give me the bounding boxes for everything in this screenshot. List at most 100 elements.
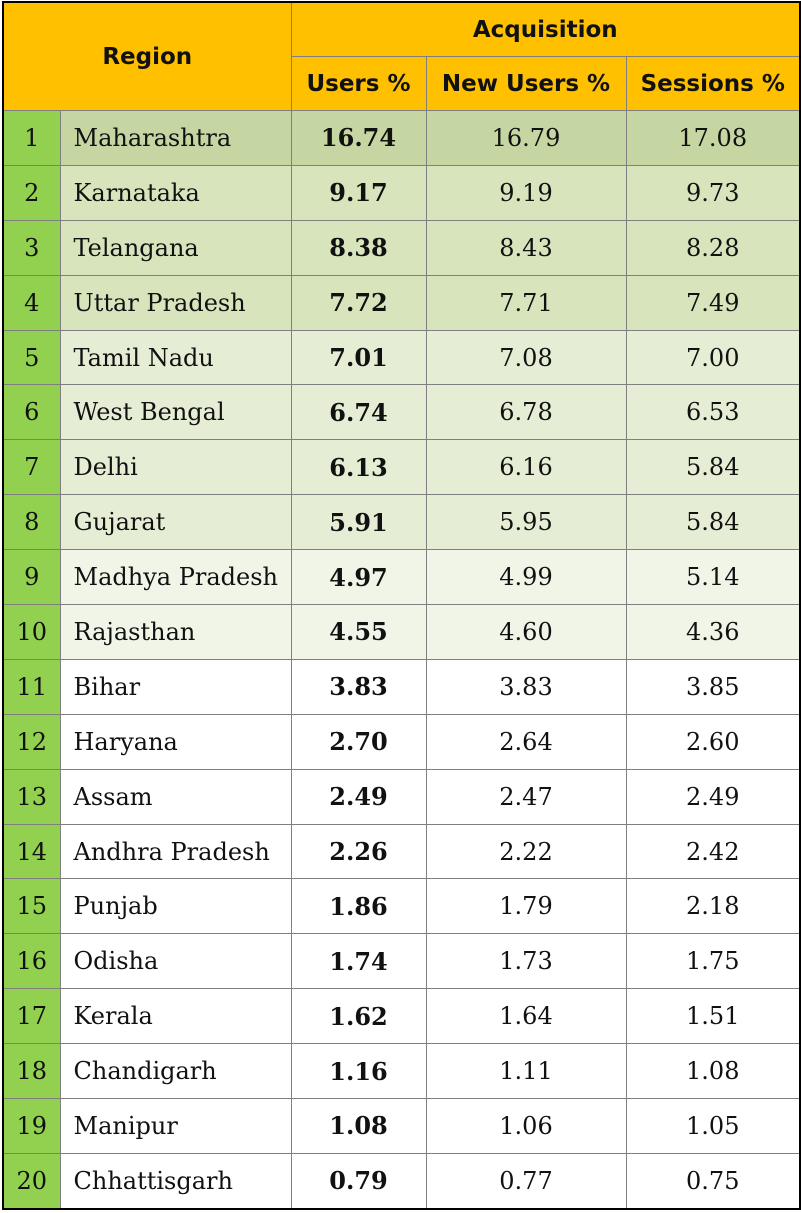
region-cell: Assam — [59, 768, 292, 825]
new-users-pct-cell: 0.77 — [425, 1152, 627, 1210]
sessions-pct-cell: 3.85 — [625, 658, 801, 715]
sessions-pct-cell: 7.49 — [625, 274, 801, 331]
new-users-pct-cell: 4.60 — [425, 604, 627, 660]
sessions-pct-cell: 0.75 — [625, 1152, 801, 1210]
region-cell: Madhya Pradesh — [59, 549, 292, 606]
new-users-pct-header: New Users % — [425, 56, 627, 111]
region-cell: Chandigarh — [59, 1043, 292, 1100]
new-users-pct-cell: 8.43 — [425, 219, 627, 276]
users-pct-cell: 7.01 — [290, 329, 427, 386]
region-cell: Manipur — [59, 1098, 292, 1154]
region-cell: Karnataka — [59, 164, 292, 221]
table-row: 20 Chhattisgarh 0.79 0.77 0.75 — [2, 1152, 801, 1210]
rank-cell: 3 — [2, 219, 61, 276]
region-cell: Delhi — [59, 439, 292, 496]
rank-cell: 8 — [2, 494, 61, 551]
users-pct-cell: 1.08 — [290, 1098, 427, 1154]
header-row-sub: Users % New Users % Sessions % — [3, 56, 801, 111]
new-users-pct-cell: 6.16 — [425, 439, 627, 496]
rank-cell: 4 — [2, 274, 61, 331]
region-cell: Chhattisgarh — [59, 1152, 292, 1210]
sessions-pct-cell: 9.73 — [625, 164, 801, 221]
rank-cell: 11 — [2, 658, 61, 715]
rank-cell: 6 — [2, 384, 61, 441]
sessions-pct-cell: 2.49 — [625, 768, 801, 825]
users-pct-cell: 9.17 — [290, 164, 427, 221]
rank-cell: 12 — [2, 713, 61, 770]
sessions-pct-cell: 5.84 — [625, 494, 801, 551]
users-pct-cell: 6.74 — [290, 384, 427, 441]
sessions-pct-cell: 7.00 — [625, 329, 801, 386]
users-pct-cell: 16.74 — [290, 110, 427, 166]
sessions-pct-cell: 2.42 — [625, 823, 801, 880]
new-users-pct-cell: 1.79 — [425, 878, 627, 935]
region-cell: Odisha — [59, 933, 292, 990]
sessions-pct-cell: 1.05 — [625, 1098, 801, 1154]
new-users-pct-cell: 1.64 — [425, 988, 627, 1045]
table-row: 4 Uttar Pradesh 7.72 7.71 7.49 — [2, 274, 801, 331]
region-cell: Kerala — [59, 988, 292, 1045]
users-pct-cell: 7.72 — [290, 274, 427, 331]
rank-cell: 5 — [2, 329, 61, 386]
region-cell: Haryana — [59, 713, 292, 770]
users-pct-cell: 0.79 — [290, 1152, 427, 1210]
table-row: 17 Kerala 1.62 1.64 1.51 — [2, 988, 801, 1045]
region-cell: Rajasthan — [59, 604, 292, 660]
new-users-pct-cell: 16.79 — [425, 110, 627, 166]
region-cell: Punjab — [59, 878, 292, 935]
region-cell: West Bengal — [59, 384, 292, 441]
table-row: 7 Delhi 6.13 6.16 5.84 — [2, 439, 801, 496]
sessions-pct-cell: 2.60 — [625, 713, 801, 770]
sessions-pct-cell: 6.53 — [625, 384, 801, 441]
table-row: 9 Madhya Pradesh 4.97 4.99 5.14 — [2, 549, 801, 606]
table-row: 5 Tamil Nadu 7.01 7.08 7.00 — [2, 329, 801, 386]
sessions-pct-cell: 8.28 — [625, 219, 801, 276]
users-pct-cell: 3.83 — [290, 658, 427, 715]
users-pct-cell: 1.74 — [290, 933, 427, 990]
table-row: 15 Punjab 1.86 1.79 2.18 — [2, 878, 801, 935]
sessions-pct-cell: 4.36 — [625, 604, 801, 660]
table-row: 18 Chandigarh 1.16 1.11 1.08 — [2, 1043, 801, 1100]
region-cell: Uttar Pradesh — [59, 274, 292, 331]
rank-cell: 2 — [2, 164, 61, 221]
table-row: 19 Manipur 1.08 1.06 1.05 — [2, 1098, 801, 1154]
rank-cell: 20 — [2, 1152, 61, 1210]
new-users-pct-cell: 5.95 — [425, 494, 627, 551]
users-pct-cell: 4.97 — [290, 549, 427, 606]
users-pct-cell: 1.62 — [290, 988, 427, 1045]
new-users-pct-cell: 9.19 — [425, 164, 627, 221]
region-header: Region — [2, 1, 292, 111]
sessions-pct-cell: 2.18 — [625, 878, 801, 935]
new-users-pct-cell: 3.83 — [425, 658, 627, 715]
table-row: 14 Andhra Pradesh 2.26 2.22 2.42 — [2, 823, 801, 880]
users-pct-cell: 4.55 — [290, 604, 427, 660]
users-pct-cell: 2.49 — [290, 768, 427, 825]
table-body: 1 Maharashtra 16.74 16.79 17.08 2 Karnataka 9.1… — [2, 110, 801, 1210]
region-cell: Maharashtra — [59, 110, 292, 166]
rank-cell: 13 — [2, 768, 61, 825]
sessions-pct-header: Sessions % — [625, 56, 801, 111]
region-cell: Gujarat — [59, 494, 292, 551]
users-pct-cell: 2.26 — [290, 823, 427, 880]
table-row: 8 Gujarat 5.91 5.95 5.84 — [2, 494, 801, 551]
users-pct-cell: 8.38 — [290, 219, 427, 276]
rank-cell: 7 — [2, 439, 61, 496]
table-row: 11 Bihar 3.83 3.83 3.85 — [2, 658, 801, 715]
sessions-pct-cell: 17.08 — [625, 110, 801, 166]
rank-cell: 19 — [2, 1098, 61, 1154]
new-users-pct-cell: 2.47 — [425, 768, 627, 825]
rank-cell: 16 — [2, 933, 61, 990]
rank-cell: 18 — [2, 1043, 61, 1100]
rank-cell: 14 — [2, 823, 61, 880]
rank-cell: 1 — [2, 110, 61, 166]
table-row: 6 West Bengal 6.74 6.78 6.53 — [2, 384, 801, 441]
new-users-pct-cell: 2.64 — [425, 713, 627, 770]
rank-cell: 10 — [2, 604, 61, 660]
new-users-pct-cell: 7.71 — [425, 274, 627, 331]
new-users-pct-cell: 2.22 — [425, 823, 627, 880]
table-row: 2 Karnataka 9.17 9.19 9.73 — [2, 164, 801, 221]
users-pct-cell: 5.91 — [290, 494, 427, 551]
table-row: 10 Rajasthan 4.55 4.60 4.36 — [2, 604, 801, 660]
region-cell: Telangana — [59, 219, 292, 276]
